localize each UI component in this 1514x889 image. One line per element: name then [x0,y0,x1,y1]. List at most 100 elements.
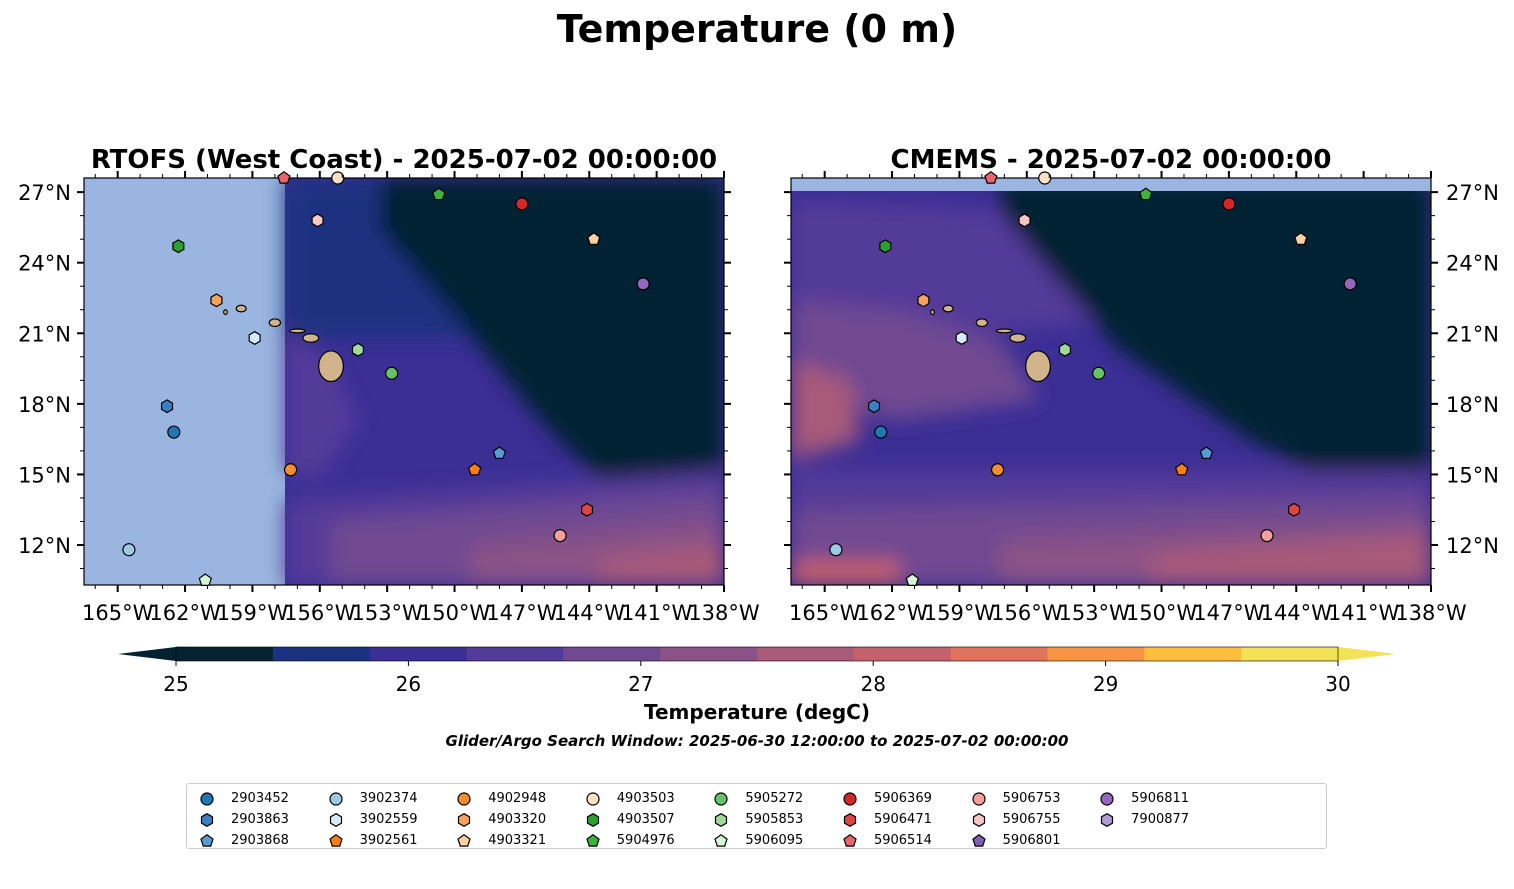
hexagon-marker-icon [458,812,471,827]
lon-tick-label: 156°W [284,601,356,625]
legend-marker [200,791,214,806]
circle-marker-icon [843,791,857,806]
legend-item-2903863: 2903863 [199,809,328,830]
legend-item-7900877: 7900877 [1099,809,1228,830]
legend-label: 4902948 [488,791,547,806]
platform-marker-5906471 [1287,502,1301,517]
hexagon-marker-icon [715,812,728,827]
legend-label: 7900877 [1131,812,1190,827]
map-panel-rtofs: 165°W162°W159°W156°W153°W150°W147°W144°W… [18,170,760,625]
island-3 [268,318,282,328]
legend-label: 5905853 [745,812,804,827]
temperature-field-cmems [791,178,1431,585]
colorbar-segment [1241,647,1339,661]
legend-label: 3902559 [359,812,418,827]
platform-marker-5904976 [1139,187,1153,201]
lon-tick-label: 141°W [1328,601,1400,625]
platform-marker-5906471 [580,502,594,517]
legend-item-5906471: 5906471 [842,809,971,830]
island-4 [942,304,954,313]
legend-label: 5906811 [1131,791,1190,806]
platform-marker-3902561 [1174,462,1189,476]
legend-item-4903321: 4903321 [456,830,585,851]
lat-tick-label: 27°N [18,181,71,205]
island-5 [223,309,228,316]
lat-tick-label: 21°N [18,322,71,346]
lat-tick-label: 12°N [18,534,71,558]
lon-tick-label: 147°W [486,601,558,625]
lon-tick-label: 144°W [1261,601,1333,625]
search-window-caption: Glider/Argo Search Window: 2025-06-30 12… [446,732,1069,750]
platform-marker-5905272 [1092,366,1106,380]
lon-tick-label: 162°W [856,601,928,625]
colorbar-tick-label: 26 [396,672,421,696]
lat-tick-label: 24°N [1446,252,1499,276]
colorbar-label: Temperature (degC) [644,700,870,724]
hexagon-marker-icon [1101,812,1114,827]
platform-marker-3902559 [955,331,968,345]
hexagon-marker-icon [843,812,857,827]
lon-tick-label: 162°W [149,601,221,625]
island-0 [1025,350,1051,383]
legend-marker [200,833,214,847]
legend-item-5906801: 5906801 [971,830,1100,851]
legend-marker [1100,791,1114,806]
legend-item-4903507: 4903507 [585,809,714,830]
platform-marker-4902948 [990,463,1005,477]
legend-label: 5906095 [745,833,804,848]
legend-item-5905853: 5905853 [713,809,842,830]
colorbar-segment [176,647,274,661]
platform-marker-4903320 [917,293,930,308]
colorbar-segment [466,647,564,661]
colorbar-segment [1144,647,1242,661]
platform-marker-5906369 [515,197,529,211]
lon-tick-label: 153°W [351,601,423,625]
legend-marker [457,833,471,847]
platform-marker-5906811 [636,277,650,291]
legend-item-3902559: 3902559 [328,809,457,830]
platform-legend: 2903452 2903863 2903868 3902374 3902559 39025… [186,783,1327,849]
island-4 [235,304,247,313]
legend-label: 5906369 [873,791,932,806]
circle-marker-icon [328,791,343,806]
island-2 [995,328,1013,334]
circle-marker-icon [971,791,986,806]
island-5 [930,309,935,316]
platform-marker-2903868 [492,446,507,459]
pentagon-marker-icon [200,833,214,847]
legend-marker [971,833,986,847]
colorbar-segment [369,647,467,661]
platform-marker-2903452 [167,425,181,439]
platform-marker-5906811 [1343,277,1357,291]
legend-label: 2903452 [231,791,289,806]
lon-tick-label: 156°W [991,601,1063,625]
legend-label: 5906514 [873,833,932,848]
colorbar-tick-label: 29 [1093,672,1118,696]
platform-marker-5906095 [198,573,213,587]
platform-marker-5906514 [277,170,291,184]
hexagon-marker-icon [972,812,985,827]
island-2 [288,328,306,334]
platform-marker-4903503 [331,171,345,185]
platform-marker-5906514 [984,170,998,184]
lon-tick-label: 153°W [1058,601,1130,625]
legend-item-5906369: 5906369 [842,788,971,809]
platform-marker-5905853 [1058,342,1072,357]
hawaii-islands [223,304,344,383]
circle-marker-icon [714,791,728,806]
pentagon-marker-icon [457,833,471,847]
legend-marker [715,812,728,827]
colorbar-extend-low [118,647,176,661]
platform-marker-2903863 [161,399,174,414]
circle-marker-icon [457,791,471,806]
pentagon-marker-icon [843,833,857,847]
legend-item-3902561: 3902561 [328,830,457,851]
nodata-strip [791,178,1431,191]
lon-tick-label: 165°W [789,601,861,625]
colorbar: 25 26 27 28 29 30 Temperature (degC) [118,646,1396,724]
circle-marker-icon [200,791,214,806]
legend-item-2903868: 2903868 [199,830,328,851]
colorbar-segment [1047,647,1145,661]
lon-tick-label: 159°W [217,601,289,625]
